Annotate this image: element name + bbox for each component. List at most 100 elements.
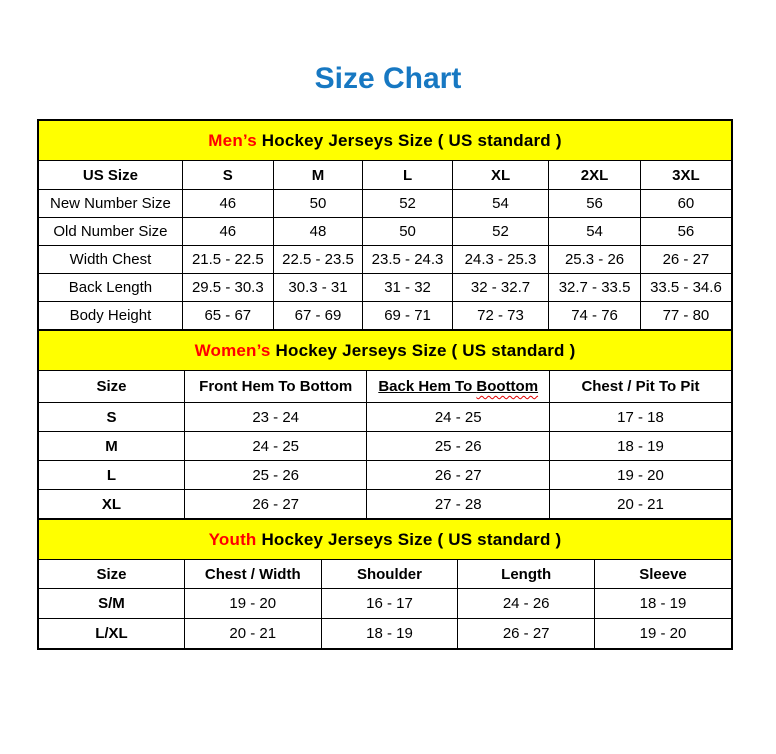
header-text: S [222, 166, 233, 184]
youth-banner: Youth Hockey Jerseys Size ( US standard … [37, 518, 733, 560]
banner-accent-text: Youth [208, 529, 257, 549]
header-cell: M [272, 160, 364, 190]
value-cell: 54 [548, 217, 641, 246]
value-cell: 50 [362, 217, 453, 246]
row-label-cell: L/XL [37, 618, 185, 650]
row-label-cell: Old Number Size [37, 217, 183, 246]
womens-column-header-row: Size Front Hem To Bottom Back Hem To Boott… [37, 370, 733, 403]
row-label-cell: S [37, 402, 185, 432]
value-cell: 19 - 20 [548, 460, 733, 490]
header-text: 2XL [580, 166, 609, 184]
value-cell: 25.3 - 26 [548, 245, 641, 274]
header-cell: L [362, 160, 453, 190]
header-text: Chest / Pit To Pit [581, 378, 700, 395]
value-cell: 33.5 - 34.6 [639, 273, 733, 302]
value-cell: 46 [181, 217, 274, 246]
header-cell: Front Hem To Bottom [183, 370, 368, 403]
value-cell: 18 - 19 [320, 618, 459, 650]
header-text: Chest / Width [204, 565, 301, 583]
table-row: New Number Size 46 50 52 54 56 60 [37, 189, 733, 218]
header-text: Front Hem To Bottom [199, 378, 353, 395]
banner-rest-text: Hockey Jerseys Size ( US standard ) [256, 529, 562, 549]
value-cell: 29.5 - 30.3 [181, 273, 274, 302]
table-row: L/XL 20 - 21 18 - 19 26 - 27 19 - 20 [37, 618, 733, 650]
table-row: Body Height 65 - 67 67 - 69 69 - 71 72 - 73 7… [37, 301, 733, 331]
value-cell: 48 [272, 217, 364, 246]
youth-column-header-row: Size Chest / Width Shoulder Length Sleeve [37, 559, 733, 589]
table-row: L 25 - 26 26 - 27 19 - 20 [37, 460, 733, 490]
value-cell: 56 [639, 217, 733, 246]
value-cell: 32 - 32.7 [451, 273, 550, 302]
value-cell: 20 - 21 [183, 618, 322, 650]
value-cell: 77 - 80 [639, 301, 733, 331]
value-cell: 20 - 21 [548, 489, 733, 520]
header-text: US Size [82, 166, 138, 184]
table-row: S 23 - 24 24 - 25 17 - 18 [37, 402, 733, 432]
value-cell: 23 - 24 [183, 402, 368, 432]
value-cell: 26 - 27 [457, 618, 596, 650]
row-label-cell: XL [37, 489, 185, 520]
header-text: Sleeve [639, 565, 687, 583]
banner-accent-text: Women’s [194, 340, 271, 360]
value-cell: 65 - 67 [181, 301, 274, 331]
header-cell: 2XL [548, 160, 641, 190]
value-cell: 56 [548, 189, 641, 218]
value-cell: 67 - 69 [272, 301, 364, 331]
header-text-underlined: Back Hem To Boottom [378, 378, 538, 395]
header-text: 3XL [672, 166, 700, 184]
womens-banner: Women’s Hockey Jerseys Size ( US standar… [37, 329, 733, 371]
row-label-cell: M [37, 431, 185, 461]
value-cell: 25 - 26 [183, 460, 368, 490]
value-cell: 69 - 71 [362, 301, 453, 331]
banner-rest-text: Hockey Jerseys Size ( US standard ) [270, 340, 576, 360]
header-text: Shoulder [356, 565, 422, 583]
header-cell: Size [37, 559, 185, 589]
page-title: Size Chart [314, 62, 462, 95]
header-text: M [311, 166, 325, 184]
value-cell: 24 - 25 [183, 431, 368, 461]
row-label-cell: Back Length [37, 273, 183, 302]
youth-size-table: Youth Hockey Jerseys Size ( US standard … [37, 518, 733, 650]
value-cell: 24.3 - 25.3 [451, 245, 550, 274]
value-cell: 50 [272, 189, 364, 218]
row-label-cell: Width Chest [37, 245, 183, 274]
value-cell: 18 - 19 [594, 588, 733, 619]
youth-banner-row: Youth Hockey Jerseys Size ( US standard … [37, 518, 733, 560]
header-text: Back Hem To [378, 378, 477, 395]
value-cell: 17 - 18 [548, 402, 733, 432]
header-cell: XL [451, 160, 550, 190]
value-cell: 24 - 25 [366, 402, 550, 432]
value-cell: 21.5 - 22.5 [181, 245, 274, 274]
mens-column-header-row: US Size S M L XL 2XL 3XL [37, 160, 733, 190]
header-text: L [402, 166, 413, 184]
value-cell: 30.3 - 31 [272, 273, 364, 302]
mens-banner: Men’s Hockey Jerseys Size ( US standard … [37, 119, 733, 161]
value-cell: 31 - 32 [362, 273, 453, 302]
value-cell: 26 - 27 [639, 245, 733, 274]
header-text: XL [490, 166, 511, 184]
value-cell: 25 - 26 [366, 431, 550, 461]
value-cell: 27 - 28 [366, 489, 550, 520]
value-cell: 32.7 - 33.5 [548, 273, 641, 302]
value-cell: 60 [639, 189, 733, 218]
table-row: S/M 19 - 20 16 - 17 24 - 26 18 - 19 [37, 588, 733, 619]
header-text: Size [96, 565, 127, 583]
value-cell: 24 - 26 [457, 588, 596, 619]
value-cell: 72 - 73 [451, 301, 550, 331]
row-label-cell: L [37, 460, 185, 490]
mens-size-table: Men’s Hockey Jerseys Size ( US standard … [37, 119, 733, 331]
header-cell: Shoulder [320, 559, 459, 589]
value-cell: 46 [181, 189, 274, 218]
womens-banner-row: Women’s Hockey Jerseys Size ( US standar… [37, 329, 733, 371]
header-cell: 3XL [639, 160, 733, 190]
header-cell: Chest / Pit To Pit [548, 370, 733, 403]
banner-accent-text: Men’s [208, 130, 257, 150]
header-cell: Sleeve [594, 559, 733, 589]
table-row: M 24 - 25 25 - 26 18 - 19 [37, 431, 733, 461]
header-cell: Length [457, 559, 596, 589]
value-cell: 19 - 20 [594, 618, 733, 650]
row-label-cell: Body Height [37, 301, 183, 331]
size-tables: Men’s Hockey Jerseys Size ( US standard … [37, 119, 733, 650]
table-row: Width Chest 21.5 - 22.5 22.5 - 23.5 23.5 - … [37, 245, 733, 274]
value-cell: 26 - 27 [366, 460, 550, 490]
